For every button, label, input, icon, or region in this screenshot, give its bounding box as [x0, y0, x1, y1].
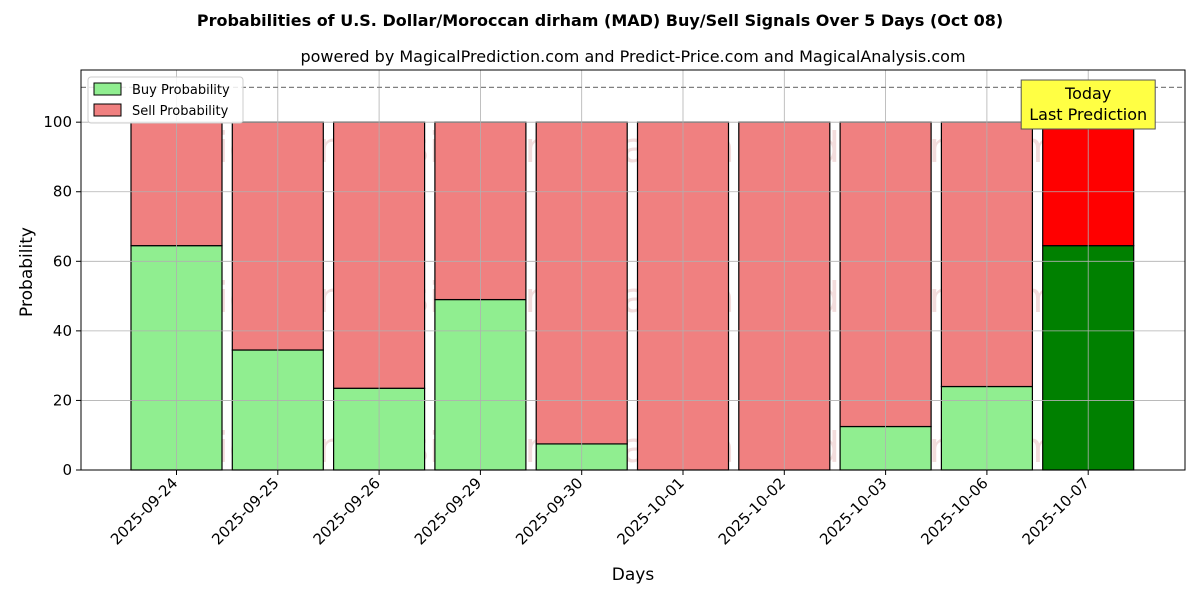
legend-label-sell: Sell Probability [132, 104, 229, 119]
legend-swatch-sell [93, 103, 122, 117]
y-tick-label: 80 [53, 183, 72, 201]
annotation-box [1020, 79, 1156, 130]
y-axis-label: Probability [17, 227, 37, 317]
y-tick-label: 20 [53, 391, 72, 409]
legend-swatch-buy [93, 82, 122, 96]
legend-box [87, 76, 244, 124]
chart-subtitle: powered by MagicalPrediction.com and Pre… [300, 47, 965, 66]
x-tick-label: 2025-10-03 [816, 474, 890, 548]
y-tick-label: 60 [53, 252, 72, 270]
x-tick-label: 2025-10-01 [613, 474, 687, 548]
plot-frame [80, 69, 1186, 471]
annotation-line: Today [1064, 84, 1111, 103]
x-tick-label: 2025-09-30 [512, 474, 586, 548]
x-axis-label: Days [612, 565, 655, 585]
legend-label-buy: Buy Probability [132, 83, 230, 98]
y-tick-label: 0 [62, 461, 72, 479]
chart-title: Probabilities of U.S. Dollar/Moroccan di… [197, 11, 1003, 30]
plot-area: MagicalAnalysis.comMagicalPrediction.com… [43, 69, 1186, 548]
x-tick-label: 2025-09-25 [208, 474, 282, 548]
x-tick-label: 2025-10-06 [917, 474, 991, 548]
x-tick-label: 2025-10-02 [715, 474, 789, 548]
y-tick-label: 100 [43, 113, 72, 131]
x-tick-label: 2025-09-29 [411, 474, 485, 548]
x-tick-label: 2025-09-26 [310, 474, 384, 548]
x-tick-label: 2025-09-24 [107, 474, 181, 548]
x-tick-label: 2025-10-07 [1019, 474, 1093, 548]
y-tick-label: 40 [53, 322, 72, 340]
annotation-line: Last Prediction [1029, 105, 1147, 124]
